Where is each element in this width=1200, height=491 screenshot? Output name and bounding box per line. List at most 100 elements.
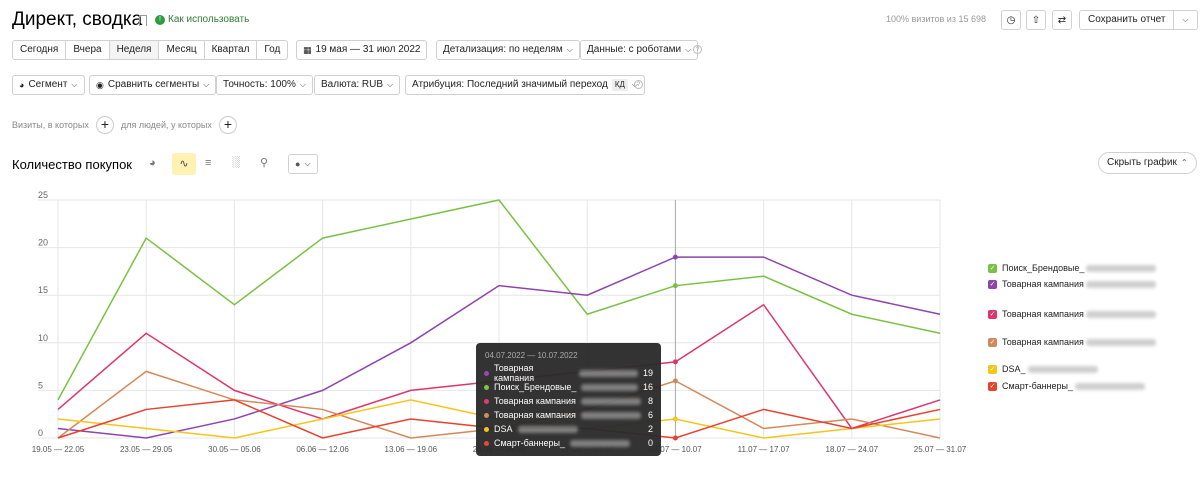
annotations-dropdown[interactable]: ● ⌵	[288, 154, 318, 174]
legend-checkbox[interactable]: ✓	[988, 280, 997, 289]
legend-checkbox[interactable]: ✓	[988, 264, 997, 273]
tooltip-series-value: 2	[647, 424, 653, 434]
tooltip-series-dot	[484, 426, 489, 432]
legend-label-redacted	[1085, 339, 1156, 347]
series-line	[57, 256, 941, 439]
segment-dropdown[interactable]: ◕ Сегмент ⌵	[12, 75, 85, 95]
series-line	[57, 199, 941, 401]
tooltip-row: Поиск_Брендовые_ 16	[484, 381, 653, 393]
accuracy-dropdown[interactable]: Точность: 100% ⌵	[216, 75, 313, 95]
tooltip-name-redacted	[517, 425, 578, 433]
share-icon: ⇄	[1057, 14, 1067, 26]
legend-label: Товарная кампания	[1002, 309, 1156, 319]
tooltip-series-dot	[484, 370, 489, 376]
tooltip-series-dot	[484, 412, 489, 418]
data-point	[672, 416, 678, 422]
hide-chart-label: Скрыть график	[1107, 157, 1177, 168]
info-icon: !	[155, 14, 165, 25]
save-report-button[interactable]: Сохранить отчет ⌵	[1079, 10, 1198, 30]
legend-checkbox[interactable]: ✓	[988, 310, 997, 319]
legend-checkbox[interactable]: ✓	[988, 382, 997, 391]
share-button[interactable]: ⇄	[1052, 10, 1072, 30]
legend-label-redacted	[1075, 383, 1145, 391]
period-yesterday[interactable]: Вчера	[66, 41, 110, 59]
period-month[interactable]: Месяц	[159, 41, 205, 59]
legend-checkbox[interactable]: ✓	[988, 338, 997, 347]
x-tick-label: 04.07 — 10.07	[649, 445, 702, 454]
map-pin-icon[interactable]: ⚲	[260, 157, 269, 169]
chevron-down-icon: ⌵	[685, 45, 692, 54]
stacked-chart-type-icon[interactable]: ≡	[205, 157, 212, 169]
tooltip-row: Товарная кампания 8	[484, 395, 653, 407]
hide-chart-button[interactable]: Скрыть график ⌃	[1098, 152, 1197, 174]
tooltip-date: 04.07.2022 — 10.07.2022	[485, 351, 578, 360]
legend-item[interactable]: ✓ Товарная кампания	[988, 309, 1156, 319]
tooltip-row: Товарная кампания 19	[484, 363, 653, 383]
chevron-down-icon[interactable]: ⌵	[1173, 11, 1196, 29]
tooltip-series-value: 6	[647, 410, 653, 420]
x-tick-label: 06.06 — 12.06	[296, 445, 349, 454]
legend-item[interactable]: ✓ Товарная кампания	[988, 279, 1156, 289]
how-to-use-link[interactable]: ! Как использовать	[155, 14, 249, 25]
how-to-use-label: Как использовать	[168, 14, 250, 25]
x-tick-label: 19.05 — 22.05	[32, 445, 85, 454]
add-visits-condition-button[interactable]: +	[96, 116, 114, 134]
comment-icon: ●	[295, 159, 301, 169]
data-robots-dropdown[interactable]: Данные: с роботами ⌵	[580, 40, 699, 60]
legend-item[interactable]: ✓ Товарная кампания	[988, 337, 1156, 347]
legend-label: Смарт-баннеры_	[1002, 381, 1145, 391]
tooltip-name-redacted	[579, 369, 638, 377]
attribution-label: Атрибуция: Последний значимый переход	[412, 79, 608, 90]
line-chart-type-button[interactable]: ∿	[172, 153, 196, 175]
add-people-condition-button[interactable]: +	[219, 116, 237, 134]
attribution-dropdown[interactable]: Атрибуция: Последний значимый переход КД…	[405, 75, 645, 95]
tooltip-series-name: DSA	[494, 424, 513, 434]
tooltip-series-name: Поиск_Брендовые_	[494, 382, 577, 392]
clock-icon: ◷	[1006, 14, 1016, 26]
data-point	[672, 359, 678, 365]
y-tick-label: 15	[38, 285, 48, 295]
history-button[interactable]: ◷	[1001, 10, 1021, 30]
visits-label: Визиты, в которых	[12, 120, 89, 130]
export-button[interactable]: ⇧	[1026, 10, 1046, 30]
legend-item[interactable]: ✓ DSA_	[988, 364, 1098, 374]
tooltip-series-dot	[484, 440, 489, 446]
y-tick-label: 20	[38, 238, 48, 248]
tooltip-row: DSA 2	[484, 423, 653, 435]
x-tick-label: 30.05 — 05.06	[208, 445, 261, 454]
tooltip-name-redacted	[580, 411, 641, 419]
x-tick-label: 25.07 — 31.07	[914, 445, 967, 454]
period-today[interactable]: Сегодня	[13, 41, 67, 59]
currency-dropdown[interactable]: Валюта: RUB ⌵	[314, 75, 401, 95]
date-range-button[interactable]: ▦ 19 мая — 31 июл 2022	[296, 40, 428, 60]
data-point	[672, 378, 678, 384]
compare-label: Сравнить сегменты	[107, 79, 200, 90]
tooltip-series-name: Товарная кампания	[494, 363, 535, 383]
help-icon[interactable]: ?	[693, 45, 702, 54]
data-point	[672, 254, 678, 260]
x-tick-label: 18.07 — 24.07	[826, 445, 879, 454]
pie-chart-type-icon[interactable]: ◕	[149, 157, 156, 169]
segments-icon: ◉	[96, 80, 104, 90]
calendar-icon: ▦	[303, 45, 312, 55]
tooltip-series-value: 19	[642, 368, 653, 378]
bar-chart-type-icon[interactable]: ░	[232, 156, 240, 168]
period-year[interactable]: Год	[264, 44, 281, 55]
detail-dropdown[interactable]: Детализация: по неделям ⌵	[436, 40, 580, 60]
tooltip-row: Смарт-баннеры_ 0	[484, 437, 653, 449]
legend-item[interactable]: ✓ Поиск_Брендовые_	[988, 263, 1157, 273]
data-point	[672, 435, 678, 441]
chevron-down-icon: ⌵	[387, 80, 394, 89]
legend-label-redacted	[1085, 311, 1156, 319]
save-report-label: Сохранить отчет	[1088, 14, 1166, 25]
chevron-up-icon: ⌃	[1180, 158, 1188, 167]
period-week[interactable]: Неделя	[109, 41, 160, 59]
legend-item[interactable]: ✓ Смарт-баннеры_	[988, 381, 1145, 391]
compare-segments-dropdown[interactable]: ◉ Сравнить сегменты ⌵	[89, 75, 217, 95]
chevron-down-icon: ⌵	[566, 45, 573, 54]
bookmark-icon[interactable]	[139, 15, 147, 26]
help-icon[interactable]: ?	[634, 80, 643, 89]
legend-checkbox[interactable]: ✓	[988, 365, 997, 374]
detail-label: Детализация: по неделям	[443, 44, 563, 55]
period-quarter[interactable]: Квартал	[205, 41, 258, 59]
